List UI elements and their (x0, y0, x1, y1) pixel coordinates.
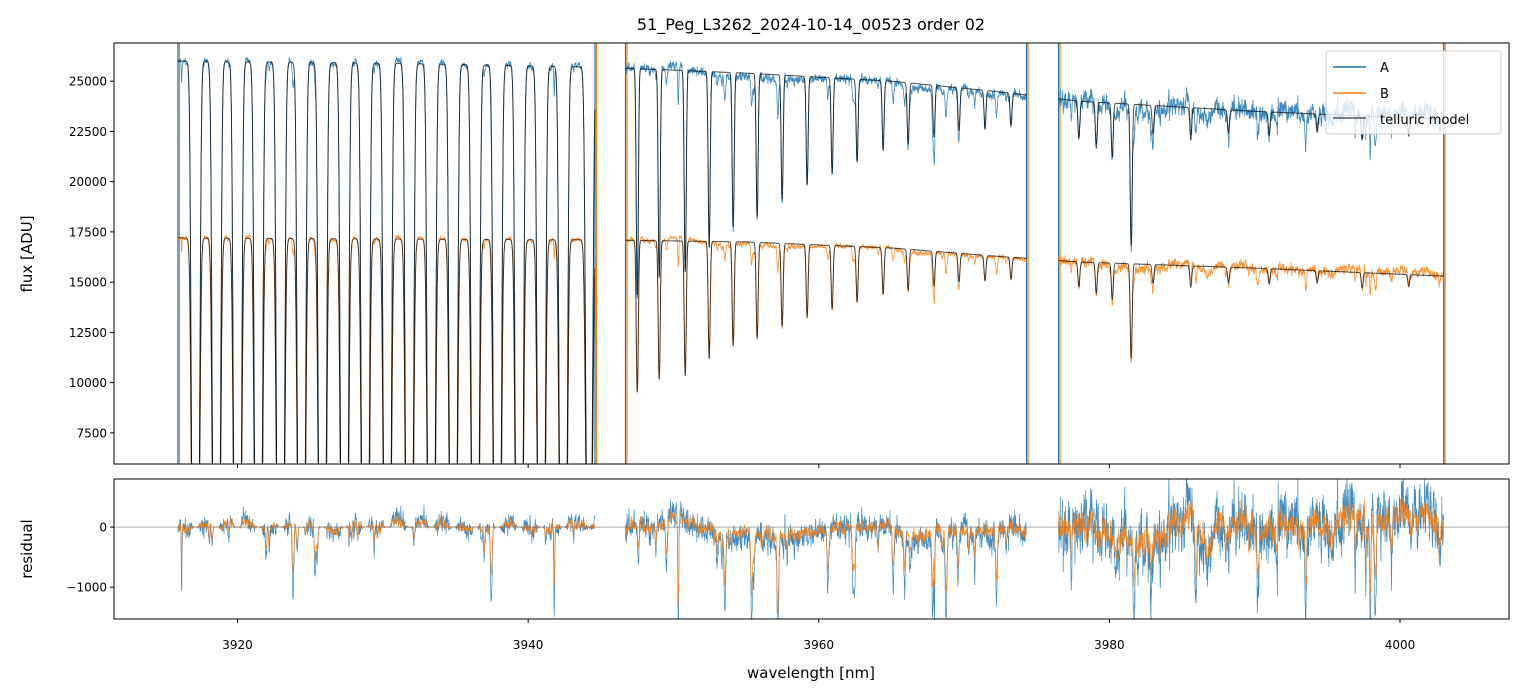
x-axis-label: wavelength [nm] (747, 664, 875, 682)
series-b-line (1058, 254, 1444, 364)
x-tick-label: 4000 (1385, 638, 1416, 652)
residual-b-line (625, 508, 1027, 614)
telluric-model-a-line (625, 67, 1027, 295)
chart-title: 51_Peg_L3262_2024-10-14_00523 order 02 (637, 15, 985, 35)
y-tick-label: 0 (99, 521, 107, 535)
y-tick-label: 12500 (69, 326, 107, 340)
legend-label-b: B (1380, 87, 1389, 102)
legend-label-a: A (1380, 61, 1389, 76)
residual-a-line (177, 504, 596, 617)
x-tick-label: 3940 (513, 638, 544, 652)
residual-b-line (177, 514, 596, 586)
y-tick-label: 17500 (69, 225, 107, 239)
x-tick-label: 3980 (1094, 638, 1125, 652)
y-tick-label: 22500 (69, 125, 107, 139)
y-tick-label: 7500 (76, 426, 107, 440)
residual-b-line (1058, 497, 1444, 593)
telluric-model-b-line (625, 239, 1027, 392)
residual-panel-frame (113, 478, 1510, 620)
residual-y-axis-label: residual (18, 519, 36, 578)
residual-a-line (625, 498, 1027, 619)
residual-panel-data (114, 479, 1509, 619)
series-a-line (177, 56, 596, 464)
y-tick-label: 20000 (69, 175, 107, 189)
legend-box (1325, 50, 1502, 135)
flux-panel-frame (113, 42, 1510, 465)
flux-y-axis-label: flux [ADU] (18, 215, 36, 292)
axes: 3920 3940 3960 3980 4000 7500 10000 12500 15000 1… (66, 75, 1415, 652)
flux-panel-data (177, 43, 1446, 464)
telluric-model-a-line (177, 60, 596, 464)
legend-label-telluric: telluric model (1380, 113, 1469, 128)
y-tick-label: −1000 (66, 581, 107, 595)
y-tick-label: 10000 (69, 376, 107, 390)
x-tick-label: 3920 (222, 638, 253, 652)
telluric-model-b-line (177, 237, 596, 464)
residual-a-line (1058, 479, 1444, 619)
x-tick-label: 3960 (803, 638, 834, 652)
y-tick-label: 15000 (69, 276, 107, 290)
legend: A B telluric model (1325, 50, 1502, 135)
telluric-model-b-line (1058, 260, 1444, 359)
y-tick-label: 25000 (69, 75, 107, 89)
